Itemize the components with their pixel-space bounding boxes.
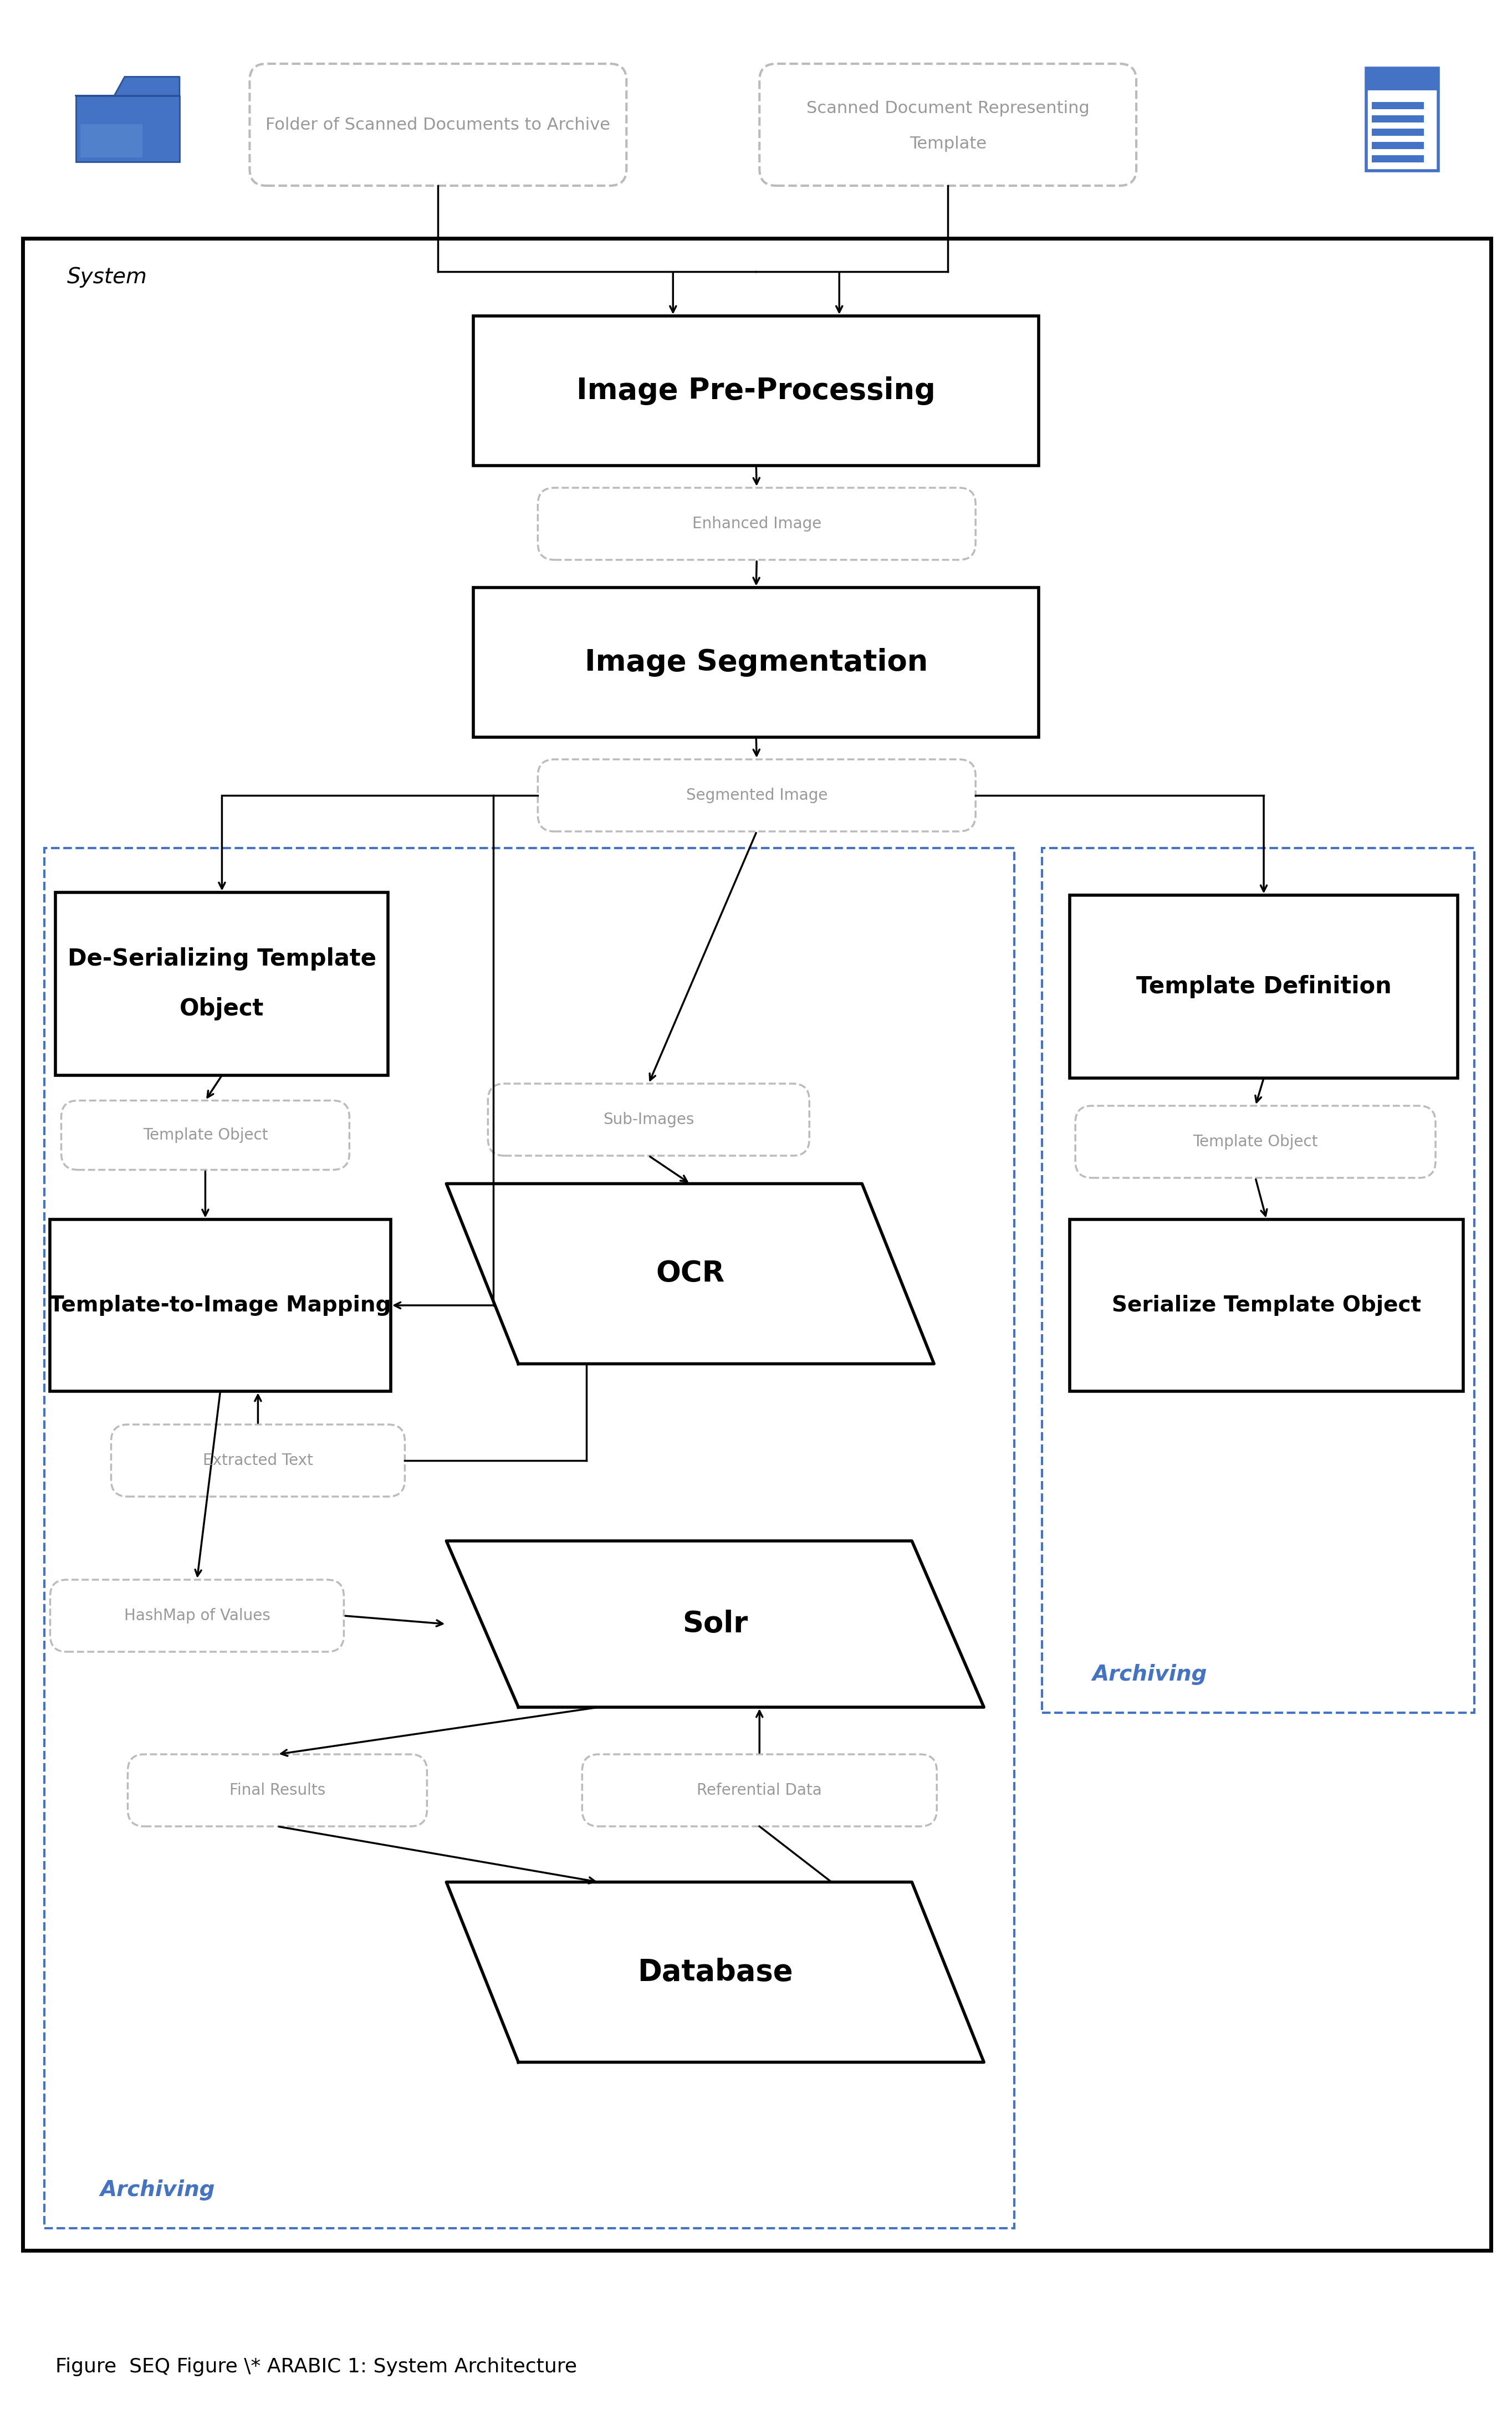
Text: Database: Database <box>638 1958 792 1987</box>
Bar <box>45 847 1015 2229</box>
FancyBboxPatch shape <box>538 760 975 832</box>
Bar <box>80 123 142 157</box>
Bar <box>473 588 1039 738</box>
Polygon shape <box>446 1183 934 1365</box>
FancyBboxPatch shape <box>50 1580 343 1653</box>
Text: Extracted Text: Extracted Text <box>203 1452 313 1469</box>
Text: Archiving: Archiving <box>1092 1665 1207 1684</box>
Bar <box>50 1220 390 1391</box>
Polygon shape <box>446 1883 984 2062</box>
Text: Serialize Template Object: Serialize Template Object <box>1111 1295 1421 1316</box>
Bar <box>1070 895 1458 1077</box>
Text: Figure  SEQ Figure \* ARABIC 1: System Architecture: Figure SEQ Figure \* ARABIC 1: System Ar… <box>56 2357 578 2376</box>
FancyBboxPatch shape <box>582 1754 937 1827</box>
Text: Template: Template <box>909 136 986 152</box>
Text: Template Object: Template Object <box>1193 1135 1318 1149</box>
FancyBboxPatch shape <box>488 1084 809 1157</box>
Text: Referential Data: Referential Data <box>697 1784 823 1798</box>
Text: OCR: OCR <box>656 1258 724 1287</box>
Text: Image Segmentation: Image Segmentation <box>585 649 928 678</box>
Text: Sub-Images: Sub-Images <box>603 1111 694 1128</box>
Text: Template Object: Template Object <box>142 1128 268 1142</box>
FancyBboxPatch shape <box>110 1425 405 1496</box>
Text: Final Results: Final Results <box>230 1784 325 1798</box>
Bar <box>473 317 1039 465</box>
Text: Template Definition: Template Definition <box>1136 975 1391 999</box>
Text: System: System <box>67 266 147 288</box>
Bar <box>1371 128 1424 136</box>
Bar <box>23 237 1491 2251</box>
Bar <box>1042 847 1474 1713</box>
FancyBboxPatch shape <box>62 1101 349 1169</box>
Polygon shape <box>76 77 180 97</box>
FancyBboxPatch shape <box>127 1754 426 1827</box>
Text: Object: Object <box>180 997 265 1021</box>
Bar <box>1371 102 1424 109</box>
Text: Archiving: Archiving <box>100 2180 215 2200</box>
Text: Template-to-Image Mapping: Template-to-Image Mapping <box>50 1295 392 1316</box>
Bar <box>56 893 389 1074</box>
Bar <box>1367 68 1438 169</box>
Text: HashMap of Values: HashMap of Values <box>124 1607 271 1624</box>
Text: Solr: Solr <box>682 1609 748 1638</box>
Bar <box>76 97 180 162</box>
Bar <box>1367 68 1438 90</box>
FancyBboxPatch shape <box>759 63 1137 186</box>
FancyBboxPatch shape <box>538 489 975 559</box>
FancyBboxPatch shape <box>1075 1106 1435 1179</box>
Bar <box>1371 155 1424 162</box>
Text: Segmented Image: Segmented Image <box>686 786 827 803</box>
FancyBboxPatch shape <box>249 63 626 186</box>
Text: Scanned Document Representing: Scanned Document Representing <box>806 99 1090 116</box>
Text: Enhanced Image: Enhanced Image <box>692 515 821 532</box>
Bar <box>1070 1220 1464 1391</box>
Text: Image Pre-Processing: Image Pre-Processing <box>576 378 936 404</box>
Text: Folder of Scanned Documents to Archive: Folder of Scanned Documents to Archive <box>266 116 611 133</box>
Bar <box>1371 116 1424 123</box>
Polygon shape <box>446 1542 984 1706</box>
Text: De-Serializing Template: De-Serializing Template <box>68 946 376 970</box>
Bar <box>1371 143 1424 150</box>
